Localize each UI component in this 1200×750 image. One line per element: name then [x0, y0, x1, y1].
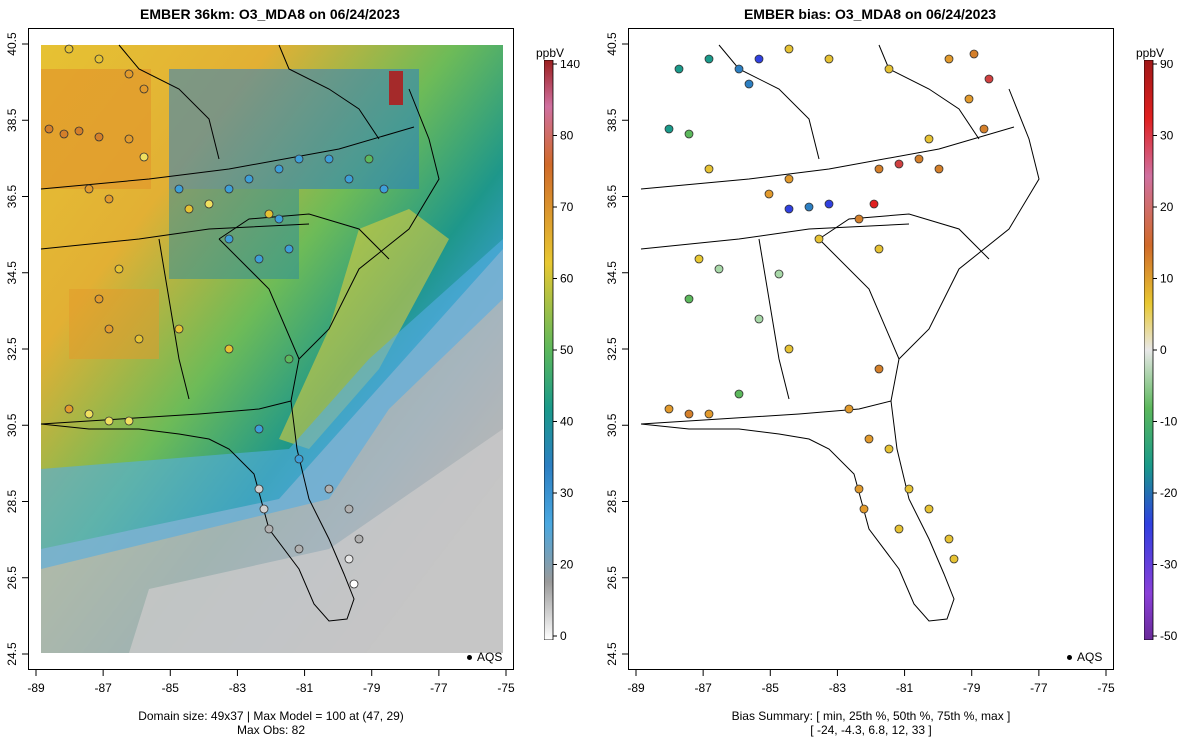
right-y-tick-label: 38.5 — [605, 108, 619, 132]
left-x-tick-label: -83 — [229, 681, 247, 695]
right-colorbar-tick-label: 90 — [1160, 60, 1174, 71]
left-colorbar-tick-label: 0 — [560, 629, 567, 640]
left-colorbar-tick-label: 60 — [560, 272, 574, 286]
left-concentration-field — [40, 44, 503, 653]
right-x-tick-label: -77 — [1030, 681, 1048, 695]
left-y-tick-label: 36.5 — [5, 184, 19, 208]
left-y-tick-label: 24.5 — [5, 642, 19, 666]
left-axes: -89 -87 -85 -83 -81 -79 -77 -75 40.5 38.5 36.5 34.… — [5, 32, 515, 695]
left-colorbar-tick-label: 30 — [560, 486, 574, 500]
left-y-tick-label: 38.5 — [5, 108, 19, 132]
left-y-tick-label: 26.5 — [5, 566, 19, 590]
right-map-area — [628, 28, 1114, 670]
right-map-title: EMBER bias: O3_MDA8 on 06/24/2023 — [743, 6, 997, 22]
right-y-tick-label: 24.5 — [605, 642, 619, 666]
right-x-tick-label: -85 — [762, 681, 780, 695]
left-y-tick-label: 32.5 — [5, 337, 19, 361]
left-colorbar: 140 80 70 60 50 40 30 20 0 — [544, 60, 580, 640]
right-x-tick-label: -79 — [963, 681, 981, 695]
left-y-tick-label: 28.5 — [5, 489, 19, 513]
right-bias-map — [640, 44, 1040, 622]
left-x-tick-label: -77 — [430, 681, 448, 695]
right-axes: -89 -87 -85 -83 -81 -79 -77 -75 40.5 38.5 36.5 34.… — [605, 32, 1115, 695]
left-map-panel: EMBER 36km: O3_MDA8 on 06/24/2023 — [5, 6, 580, 737]
right-x-tick-label: -87 — [694, 681, 712, 695]
right-footer: Bias Summary: [ min, 25th %, 50th %, 75t… — [628, 709, 1114, 737]
right-legend-label: AQS — [1077, 650, 1103, 664]
right-colorbar-tick-label: 10 — [1160, 272, 1174, 286]
right-colorbar: 90 30 20 10 0 -10 -20 -30 -50 — [1144, 60, 1178, 640]
right-y-tick-label: 40.5 — [605, 32, 619, 56]
left-map-title: EMBER 36km: O3_MDA8 on 06/24/2023 — [140, 6, 400, 22]
right-colorbar-tick-label: 30 — [1160, 129, 1174, 143]
right-colorbar-tick-label: 20 — [1160, 200, 1174, 214]
right-colorbar-tick-label: 0 — [1160, 343, 1167, 357]
left-colorbar-tick-label: 140 — [560, 60, 580, 71]
right-legend: AQS — [1067, 650, 1102, 664]
right-y-tick-label: 26.5 — [605, 566, 619, 590]
left-x-tick-label: -81 — [296, 681, 314, 695]
right-colorbar-unit: ppbV — [1136, 46, 1165, 60]
left-y-tick-label: 34.5 — [5, 261, 19, 285]
right-x-tick-label: -75 — [1097, 681, 1115, 695]
left-x-tick-label: -87 — [94, 681, 112, 695]
left-colorbar-tick-label: 50 — [560, 343, 574, 357]
right-y-tick-label: 28.5 — [605, 489, 619, 513]
left-colorbar-tick-label: 20 — [560, 558, 574, 572]
left-footer: Domain size: 49x37 | Max Model = 100 at … — [28, 709, 514, 737]
left-footer-line2: Max Obs: 82 — [236, 723, 306, 737]
right-y-tick-label: 34.5 — [605, 261, 619, 285]
left-colorbar-tick-label: 70 — [560, 200, 574, 214]
left-y-tick-label: 40.5 — [5, 32, 19, 56]
right-x-tick-label: -81 — [896, 681, 914, 695]
left-map-area — [28, 28, 514, 670]
left-footer-line1: Domain size: 49x37 | Max Model = 100 at … — [138, 709, 404, 723]
right-map-panel: EMBER bias: O3_MDA8 on 06/24/2023 — [600, 0, 1200, 750]
left-x-tick-label: -75 — [497, 681, 515, 695]
left-colorbar-unit: ppbV — [536, 46, 565, 60]
right-x-tick-label: -83 — [829, 681, 847, 695]
aqs-marker-icon — [467, 655, 472, 661]
right-y-tick-label: 36.5 — [605, 184, 619, 208]
left-x-tick-label: -79 — [363, 681, 381, 695]
right-footer-line2: [ -24, -4.3, 6.8, 12, 33 ] — [810, 723, 932, 737]
left-legend: AQS — [467, 650, 502, 664]
right-colorbar-tick-label: -50 — [1160, 629, 1178, 640]
right-footer-line1: Bias Summary: [ min, 25th %, 50th %, 75t… — [731, 709, 1011, 723]
left-x-tick-label: -89 — [27, 681, 45, 695]
left-colorbar-tick-label: 40 — [560, 415, 574, 429]
right-colorbar-tick-label: -10 — [1160, 415, 1178, 429]
right-colorbar-tick-label: -20 — [1160, 486, 1178, 500]
right-colorbar-tick-label: -30 — [1160, 558, 1178, 572]
right-y-tick-label: 32.5 — [605, 337, 619, 361]
aqs-marker-icon — [1067, 655, 1072, 661]
right-x-tick-label: -89 — [627, 681, 645, 695]
left-x-tick-label: -85 — [162, 681, 180, 695]
right-y-tick-label: 30.5 — [605, 413, 619, 437]
left-y-tick-label: 30.5 — [5, 413, 19, 437]
left-legend-label: AQS — [477, 650, 503, 664]
left-colorbar-tick-label: 80 — [560, 129, 574, 143]
